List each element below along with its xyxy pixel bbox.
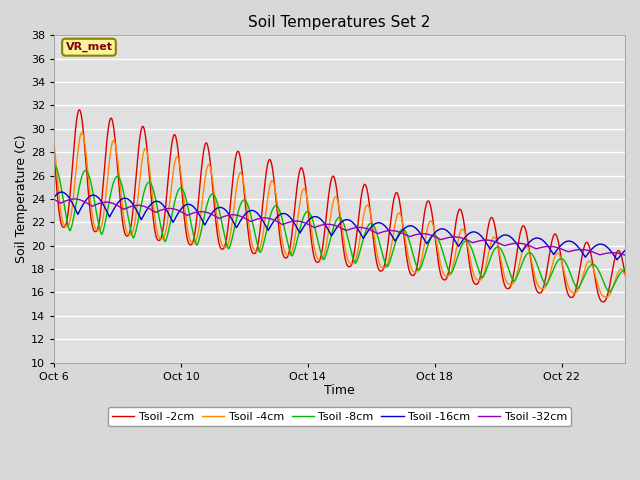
Tsoil -8cm xyxy=(479,275,486,280)
Tsoil -32cm xyxy=(621,252,629,258)
Tsoil -8cm xyxy=(522,253,529,259)
Y-axis label: Soil Temperature (C): Soil Temperature (C) xyxy=(15,135,28,263)
Tsoil -16cm xyxy=(501,232,509,238)
Tsoil -8cm xyxy=(621,267,629,273)
Tsoil -16cm xyxy=(58,189,65,195)
Tsoil -2cm xyxy=(50,151,58,156)
Tsoil -4cm xyxy=(621,273,629,278)
Tsoil -2cm xyxy=(506,284,514,290)
Text: VR_met: VR_met xyxy=(65,42,113,52)
Tsoil -16cm xyxy=(522,244,529,250)
Tsoil -4cm xyxy=(602,294,610,300)
Tsoil -32cm xyxy=(50,196,58,202)
Tsoil -32cm xyxy=(70,196,78,202)
Tsoil -16cm xyxy=(50,194,58,200)
Tsoil -8cm xyxy=(275,205,282,211)
Tsoil -2cm xyxy=(501,282,509,288)
Line: Tsoil -16cm: Tsoil -16cm xyxy=(54,192,625,260)
X-axis label: Time: Time xyxy=(324,384,355,397)
Tsoil -4cm xyxy=(522,242,529,248)
Tsoil -4cm xyxy=(501,274,509,279)
Tsoil -4cm xyxy=(50,141,58,147)
Line: Tsoil -4cm: Tsoil -4cm xyxy=(54,132,625,297)
Tsoil -2cm xyxy=(479,262,486,268)
Title: Soil Temperatures Set 2: Soil Temperatures Set 2 xyxy=(248,15,431,30)
Tsoil -16cm xyxy=(479,235,486,240)
Line: Tsoil -2cm: Tsoil -2cm xyxy=(54,110,625,302)
Tsoil -4cm xyxy=(78,130,86,135)
Tsoil -32cm xyxy=(522,241,529,247)
Tsoil -32cm xyxy=(506,241,514,247)
Tsoil -2cm xyxy=(522,228,529,233)
Tsoil -16cm xyxy=(275,213,282,218)
Tsoil -16cm xyxy=(506,234,514,240)
Tsoil -32cm xyxy=(291,218,298,224)
Tsoil -4cm xyxy=(291,237,298,243)
Line: Tsoil -32cm: Tsoil -32cm xyxy=(54,199,625,255)
Tsoil -32cm xyxy=(501,243,509,249)
Tsoil -16cm xyxy=(291,221,298,227)
Tsoil -8cm xyxy=(605,289,613,295)
Tsoil -8cm xyxy=(291,248,298,253)
Tsoil -8cm xyxy=(50,162,58,168)
Tsoil -8cm xyxy=(506,271,514,276)
Tsoil -2cm xyxy=(291,207,298,213)
Tsoil -16cm xyxy=(621,248,629,253)
Tsoil -32cm xyxy=(479,238,486,243)
Tsoil -4cm xyxy=(275,212,282,217)
Tsoil -32cm xyxy=(275,219,282,225)
Tsoil -8cm xyxy=(500,254,508,260)
Tsoil -2cm xyxy=(76,107,83,113)
Line: Tsoil -8cm: Tsoil -8cm xyxy=(54,165,625,292)
Tsoil -4cm xyxy=(479,275,486,280)
Tsoil -2cm xyxy=(600,299,607,305)
Tsoil -2cm xyxy=(621,271,629,277)
Tsoil -16cm xyxy=(613,257,621,263)
Tsoil -2cm xyxy=(275,223,282,229)
Tsoil -4cm xyxy=(506,282,514,288)
Legend: Tsoil -2cm, Tsoil -4cm, Tsoil -8cm, Tsoil -16cm, Tsoil -32cm: Tsoil -2cm, Tsoil -4cm, Tsoil -8cm, Tsoi… xyxy=(108,408,572,426)
